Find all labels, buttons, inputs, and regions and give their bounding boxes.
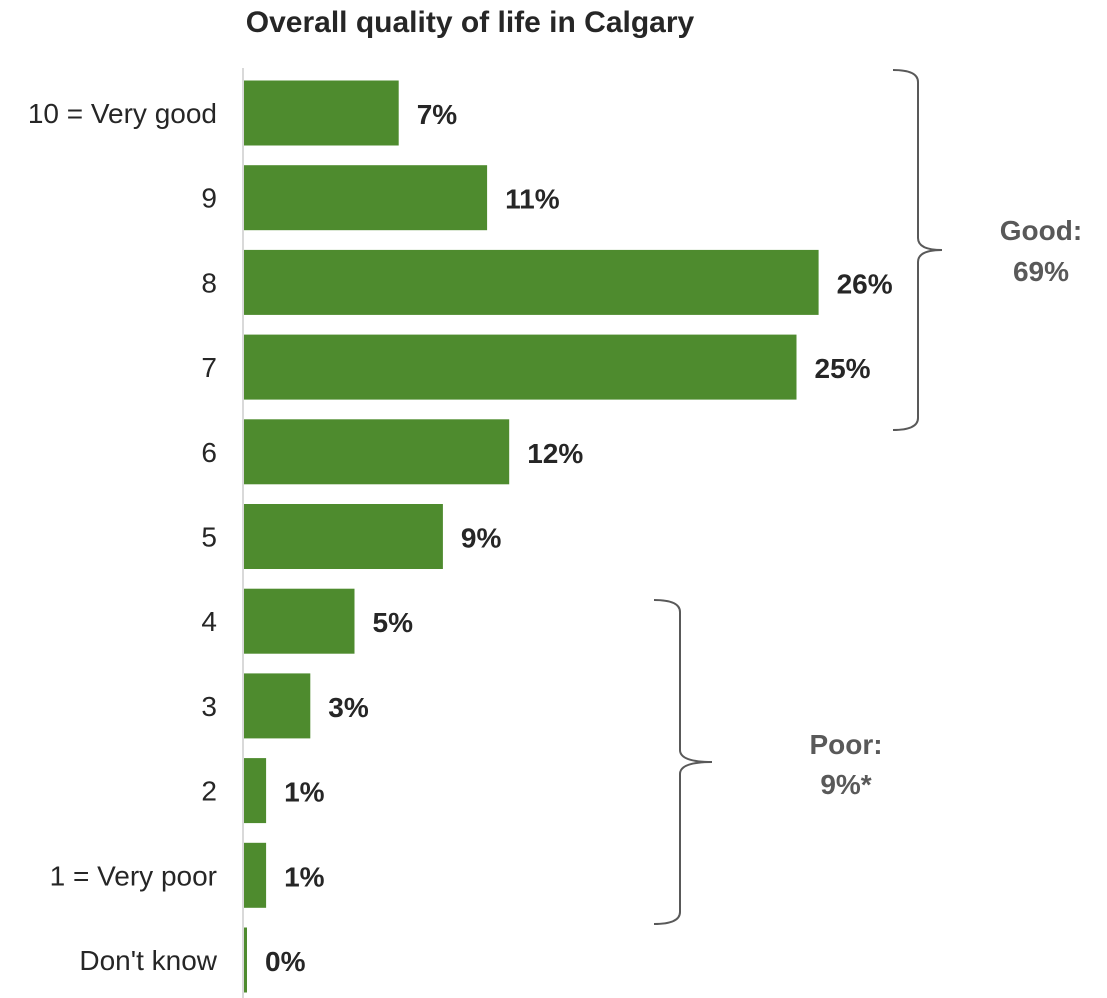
value-labels: 7% 11% 26% 25% 12% 9% 5% 3% 1% 1% 0%	[265, 99, 893, 977]
good-bracket	[892, 69, 943, 431]
category-label: 9	[201, 183, 217, 214]
bar	[244, 927, 247, 993]
bar	[244, 504, 443, 569]
value-label: 9%	[461, 523, 502, 554]
category-label: 1 = Very poor	[50, 860, 217, 891]
value-label: 1%	[284, 861, 325, 892]
bar	[244, 588, 355, 654]
value-label: 25%	[815, 353, 871, 384]
category-label: 8	[201, 267, 217, 298]
category-label: 2	[201, 776, 217, 807]
poor-value: 9%*	[820, 769, 871, 800]
bars	[244, 80, 819, 993]
bar	[244, 249, 819, 315]
value-label: 1%	[284, 777, 325, 808]
category-label: 10 = Very good	[28, 98, 217, 129]
bar	[244, 334, 797, 400]
value-label: 7%	[417, 99, 458, 130]
value-label: 26%	[837, 268, 893, 299]
good-value: 69%	[1013, 256, 1069, 287]
category-label: Don't know	[79, 945, 217, 976]
value-label: 0%	[265, 946, 306, 977]
good-label: Good:	[1000, 215, 1082, 246]
bar	[244, 419, 510, 485]
category-label: 4	[201, 606, 217, 637]
poor-bracket	[653, 599, 713, 925]
chart-title: Overall quality of life in Calgary	[246, 6, 695, 39]
value-label: 3%	[328, 692, 369, 723]
category-label: 5	[201, 522, 217, 553]
bar	[244, 673, 311, 739]
poor-label: Poor:	[809, 729, 882, 760]
bar	[244, 80, 399, 146]
bar	[244, 758, 267, 824]
value-label: 12%	[527, 438, 583, 469]
category-label: 3	[201, 691, 217, 722]
group-brackets: Good: 69% Poor: 9%*	[653, 69, 1082, 925]
value-label: 11%	[505, 184, 560, 215]
category-label: 7	[201, 352, 217, 383]
bar	[244, 842, 267, 908]
bar	[244, 165, 488, 231]
category-labels: 10 = Very good 9 8 7 6 5 4 3 2 1 = Very poor Don't…	[28, 98, 218, 976]
category-label: 6	[201, 437, 217, 468]
value-label: 5%	[373, 607, 414, 638]
